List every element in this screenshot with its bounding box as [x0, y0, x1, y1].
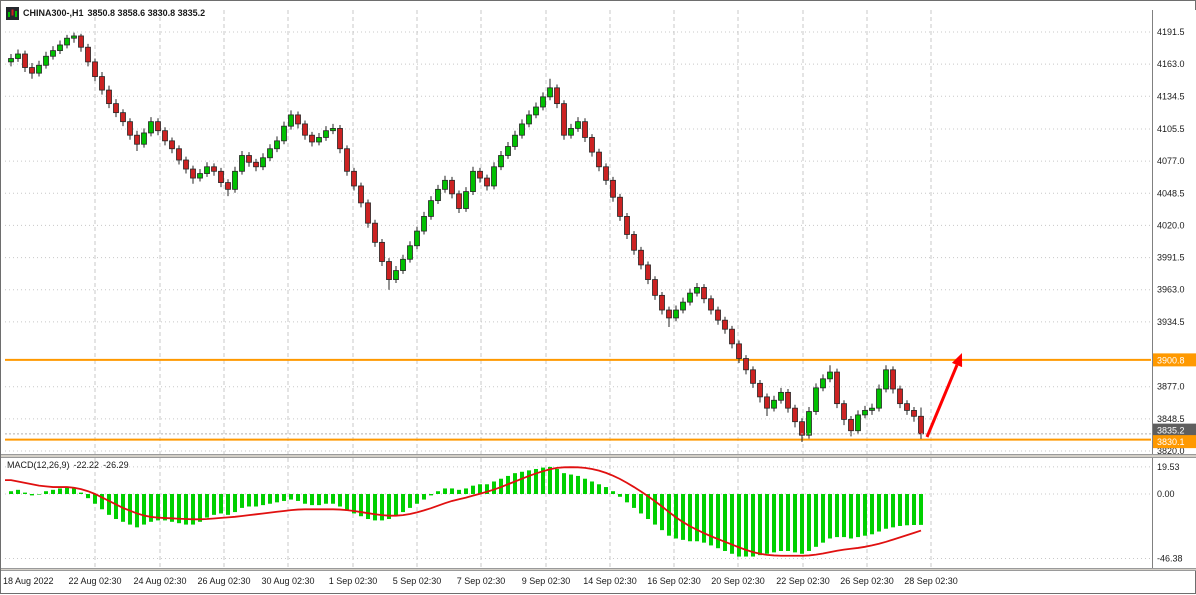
svg-text:20 Sep 02:30: 20 Sep 02:30: [711, 576, 765, 586]
svg-text:3830.1: 3830.1: [1157, 437, 1185, 447]
svg-text:3900.8: 3900.8: [1157, 355, 1185, 365]
svg-text:9 Sep 02:30: 9 Sep 02:30: [522, 576, 571, 586]
svg-text:3963.0: 3963.0: [1157, 285, 1185, 295]
svg-text:3877.0: 3877.0: [1157, 382, 1185, 392]
svg-text:3835.2: 3835.2: [1157, 426, 1185, 436]
level-price-tag-3900.8[interactable]: 3900.8: [1153, 353, 1196, 367]
trend-arrow[interactable]: [925, 353, 963, 438]
svg-text:3820.0: 3820.0: [1157, 446, 1185, 456]
svg-text:1 Sep 02:30: 1 Sep 02:30: [329, 576, 378, 586]
svg-text:16 Sep 02:30: 16 Sep 02:30: [647, 576, 701, 586]
svg-text:22 Aug 02:30: 22 Aug 02:30: [68, 576, 121, 586]
svg-text:14 Sep 02:30: 14 Sep 02:30: [583, 576, 637, 586]
symbol-title-bar: CHINA300-,H1 3850.8 3858.6 3830.8 3835.2: [6, 7, 205, 20]
svg-text:0.00: 0.00: [1157, 489, 1175, 499]
svg-text:24 Aug 02:30: 24 Aug 02:30: [133, 576, 186, 586]
ohlc-values: 3850.8 3858.6 3830.8 3835.2: [87, 8, 206, 18]
svg-text:4105.5: 4105.5: [1157, 124, 1185, 134]
chart-icon: [6, 7, 19, 20]
svg-text:18 Aug 2022: 18 Aug 2022: [3, 576, 54, 586]
macd-name: MACD(12,26,9): [7, 460, 70, 470]
macd-axis[interactable]: 19.53 0.00 -46.38: [1157, 462, 1183, 564]
svg-text:19.53: 19.53: [1157, 462, 1180, 472]
svg-text:-46.38: -46.38: [1157, 553, 1183, 563]
svg-text:3934.5: 3934.5: [1157, 317, 1185, 327]
level-price-tag-3830.1[interactable]: 3830.1: [1153, 435, 1196, 449]
macd-signal-line: [5, 466, 922, 557]
svg-text:30 Aug 02:30: 30 Aug 02:30: [261, 576, 314, 586]
time-axis[interactable]: 18 Aug 2022 22 Aug 02:30 24 Aug 02:30 26 Au…: [3, 576, 958, 586]
svg-text:4134.5: 4134.5: [1157, 91, 1185, 101]
svg-text:26 Aug 02:30: 26 Aug 02:30: [197, 576, 250, 586]
macd-signal-value: -26.29: [103, 460, 129, 470]
price-axis[interactable]: 4191.5 4163.0 4134.5 4105.5 4077.0 4048.5 4020…: [1157, 27, 1185, 456]
symbol-period-label: CHINA300-,H1: [23, 8, 84, 18]
current-price-tag: 3835.2: [1153, 423, 1196, 437]
macd-indicator-label: MACD(12,26,9) -22.22 -26.29: [7, 460, 129, 471]
panel-divider-2[interactable]: [1, 568, 1196, 571]
svg-text:4020.0: 4020.0: [1157, 220, 1185, 230]
svg-text:5 Sep 02:30: 5 Sep 02:30: [393, 576, 442, 586]
svg-text:3991.5: 3991.5: [1157, 253, 1185, 263]
macd-histogram: [9, 466, 923, 557]
svg-text:26 Sep 02:30: 26 Sep 02:30: [840, 576, 894, 586]
svg-text:4077.0: 4077.0: [1157, 156, 1185, 166]
panel-divider-1[interactable]: [1, 454, 1196, 458]
price-axis-background: [1153, 10, 1196, 568]
macd-main-value: -22.22: [73, 460, 100, 470]
svg-text:4191.5: 4191.5: [1157, 27, 1185, 37]
svg-text:28 Sep 02:30: 28 Sep 02:30: [904, 576, 958, 586]
svg-text:4163.0: 4163.0: [1157, 59, 1185, 69]
svg-text:22 Sep 02:30: 22 Sep 02:30: [776, 576, 830, 586]
svg-text:7 Sep 02:30: 7 Sep 02:30: [457, 576, 506, 586]
svg-text:3848.5: 3848.5: [1157, 414, 1185, 424]
svg-text:4048.5: 4048.5: [1157, 188, 1185, 198]
candlesticks: [8, 32, 924, 442]
